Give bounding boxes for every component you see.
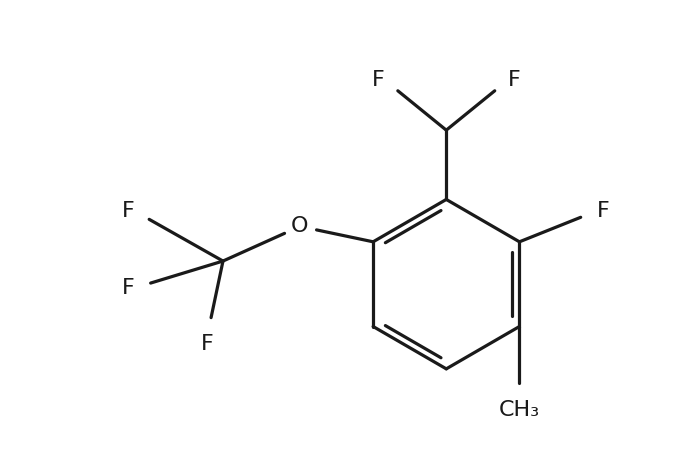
Text: CH₃: CH₃ bbox=[499, 399, 540, 419]
Text: F: F bbox=[597, 201, 609, 221]
Text: F: F bbox=[201, 334, 214, 354]
Text: F: F bbox=[508, 70, 520, 90]
Text: F: F bbox=[122, 278, 134, 298]
Text: F: F bbox=[372, 70, 385, 90]
Text: O: O bbox=[291, 217, 309, 237]
Text: F: F bbox=[122, 201, 134, 221]
